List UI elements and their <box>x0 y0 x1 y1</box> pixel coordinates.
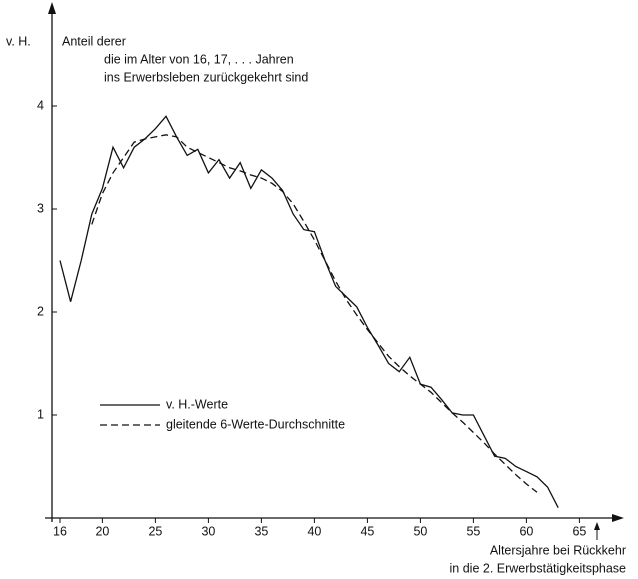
series-line <box>59 115 559 508</box>
y-tick-label: 3 <box>37 201 44 215</box>
y-tick-label: 2 <box>37 304 44 318</box>
title-line: die im Alter von 16, 17, . . . Jahren <box>104 52 294 66</box>
x-tick-label: 25 <box>148 524 162 538</box>
x-tick-label: 16 <box>53 524 67 538</box>
x-tick-label: 50 <box>413 524 427 538</box>
marker-arrow-head <box>594 522 600 530</box>
y-tick-label: 4 <box>37 98 44 112</box>
x-tick-label: 30 <box>201 524 215 538</box>
x-tick-label: 20 <box>95 524 109 538</box>
title-line: ins Erwerbsleben zurückgekehrt sind <box>104 70 308 84</box>
x-axis-arrow <box>612 514 624 522</box>
x-tick-label: 65 <box>572 524 586 538</box>
x-tick-label: 60 <box>519 524 533 538</box>
series-line <box>91 134 538 493</box>
legend-label: gleitende 6-Werte-Durchschnitte <box>166 417 345 431</box>
y-axis-arrow <box>48 2 56 14</box>
x-axis-label: in die 2. Erwerbstätigkeitsphase <box>450 561 627 575</box>
x-axis-label: Altersjahre bei Rückkehr <box>490 543 626 557</box>
x-tick-label: 35 <box>254 524 268 538</box>
title-line: Anteil derer <box>62 34 126 48</box>
x-tick-label: 55 <box>466 524 480 538</box>
x-tick-label: 45 <box>360 524 374 538</box>
legend-label: v. H.-Werte <box>166 397 228 411</box>
y-axis-label: v. H. <box>6 34 31 48</box>
x-tick-label: 40 <box>307 524 321 538</box>
y-tick-label: 1 <box>37 407 44 421</box>
